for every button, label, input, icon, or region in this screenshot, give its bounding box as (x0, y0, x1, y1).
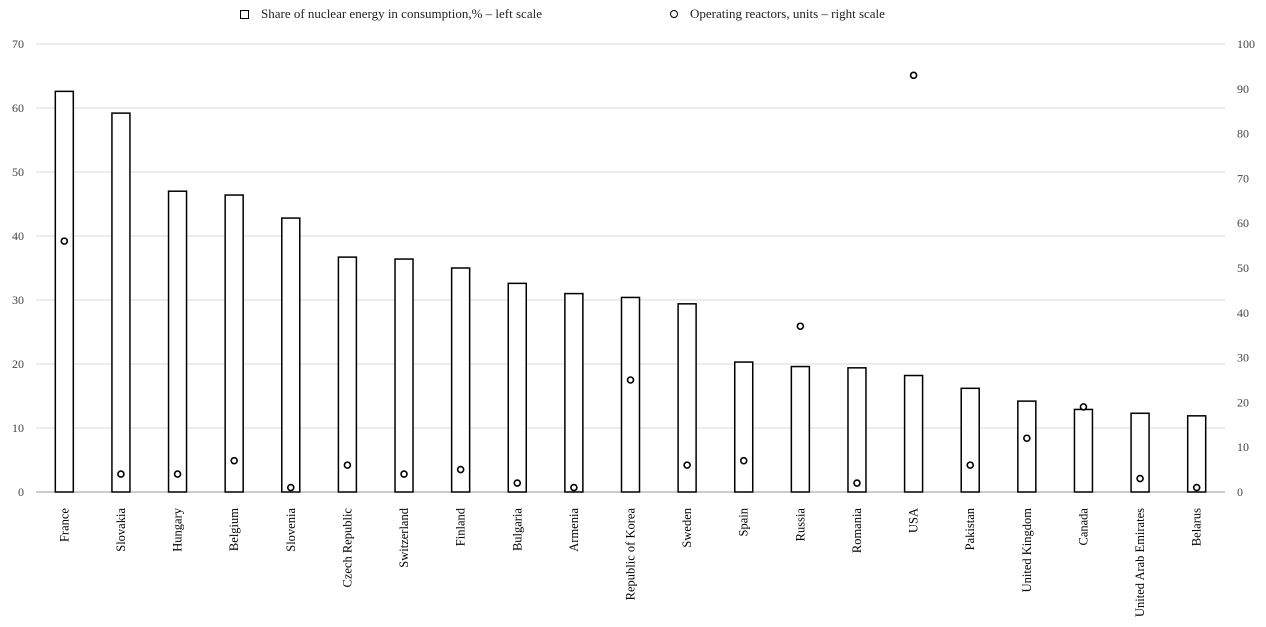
right-tick-label: 40 (1237, 306, 1249, 320)
right-tick-label: 30 (1237, 351, 1249, 365)
reactor-point (456, 465, 465, 474)
reactor-point (739, 456, 748, 465)
right-tick-label: 60 (1237, 216, 1249, 230)
reactor-point (400, 470, 408, 478)
reactor-point (626, 376, 635, 384)
bar (564, 292, 584, 493)
bar (903, 374, 924, 493)
category-label: USA (907, 508, 921, 533)
category-label: Finland (454, 507, 468, 546)
category-label: Bulgaria (510, 508, 524, 551)
reactor-point (117, 470, 125, 478)
right-tick-label: 50 (1237, 261, 1249, 275)
bar (790, 365, 811, 493)
category-label: Belarus (1190, 508, 1204, 546)
category-label: Russia (793, 508, 807, 542)
bar (337, 256, 358, 493)
point-series (60, 71, 1201, 492)
reactor-point (909, 71, 918, 80)
bar (111, 112, 131, 493)
bar (167, 190, 188, 493)
category-label: Republic of Korea (624, 508, 638, 601)
category-label: Canada (1076, 508, 1090, 546)
legend-item-share: Share of nuclear energy in consumption,%… (240, 6, 542, 22)
reactor-point (60, 237, 69, 245)
legend-label-share: Share of nuclear energy in consumption,%… (261, 6, 542, 21)
right-tick-label: 0 (1237, 485, 1243, 499)
category-label: Hungary (171, 507, 185, 551)
category-label: Pakistan (963, 507, 977, 550)
reactor-point (343, 461, 352, 469)
bar (1073, 408, 1094, 493)
bar (1130, 412, 1150, 493)
right-tick-label: 70 (1237, 171, 1249, 185)
bar (620, 296, 641, 493)
category-label: United Arab Emirates (1133, 508, 1147, 617)
right-tick-label: 100 (1237, 37, 1255, 51)
bar (507, 282, 528, 493)
circle-marker-icon (670, 10, 678, 18)
left-axis-ticks: 0 10 20 30 40 50 60 70 (12, 37, 24, 499)
left-tick-label: 0 (18, 485, 24, 499)
left-tick-label: 70 (12, 37, 24, 51)
category-label: Slovakia (114, 508, 128, 552)
bar (733, 361, 754, 493)
left-tick-label: 40 (12, 229, 24, 243)
category-label: Belgium (227, 508, 241, 551)
bar (960, 387, 980, 493)
legend-label-reactors: Operating reactors, units – right scale (690, 6, 885, 21)
reactor-point (173, 470, 182, 478)
category-label: Spain (737, 507, 751, 536)
bar (281, 217, 301, 493)
left-tick-label: 50 (12, 165, 24, 179)
reactor-point (1079, 403, 1088, 411)
reactor-point (286, 483, 295, 492)
category-label: United Kingdom (1020, 508, 1034, 593)
left-tick-label: 20 (12, 357, 24, 371)
category-label: Sweden (680, 507, 694, 547)
category-label: Romania (850, 508, 864, 554)
bar (847, 367, 867, 493)
category-label: Slovenia (284, 508, 298, 552)
bar-series (54, 90, 1207, 493)
right-tick-label: 80 (1237, 127, 1249, 141)
reactor-point (1136, 474, 1144, 483)
right-tick-label: 20 (1237, 395, 1249, 409)
bar (54, 90, 75, 493)
right-tick-label: 90 (1237, 82, 1249, 96)
category-label: Switzerland (397, 507, 411, 567)
category-labels: France Slovakia Hungary Belgium Slovenia Czec… (57, 507, 1203, 617)
reactor-point (230, 456, 238, 465)
right-tick-label: 10 (1237, 440, 1249, 454)
category-label: France (57, 508, 71, 542)
category-label: Czech Republic (340, 508, 354, 588)
reactor-point (683, 461, 691, 469)
reactor-point (513, 479, 522, 487)
bar (677, 303, 697, 493)
reactor-point (1192, 483, 1201, 492)
right-axis-ticks: 0 10 20 30 40 50 60 70 80 90 100 (1237, 37, 1255, 499)
bar (1186, 415, 1207, 493)
bar (394, 258, 414, 493)
square-marker-icon (240, 9, 249, 19)
reactor-point (570, 483, 578, 492)
category-label: Armenia (567, 508, 581, 552)
left-tick-label: 60 (12, 101, 24, 115)
left-tick-label: 10 (12, 421, 24, 435)
reactor-point (1023, 434, 1031, 443)
bar (450, 267, 471, 493)
bar (1017, 400, 1037, 493)
reactor-point (796, 322, 805, 331)
reactor-point (966, 461, 975, 469)
reactor-point (853, 479, 861, 487)
legend-item-reactors: Operating reactors, units – right scale (670, 6, 885, 22)
bar (224, 194, 244, 493)
left-tick-label: 30 (12, 293, 24, 307)
